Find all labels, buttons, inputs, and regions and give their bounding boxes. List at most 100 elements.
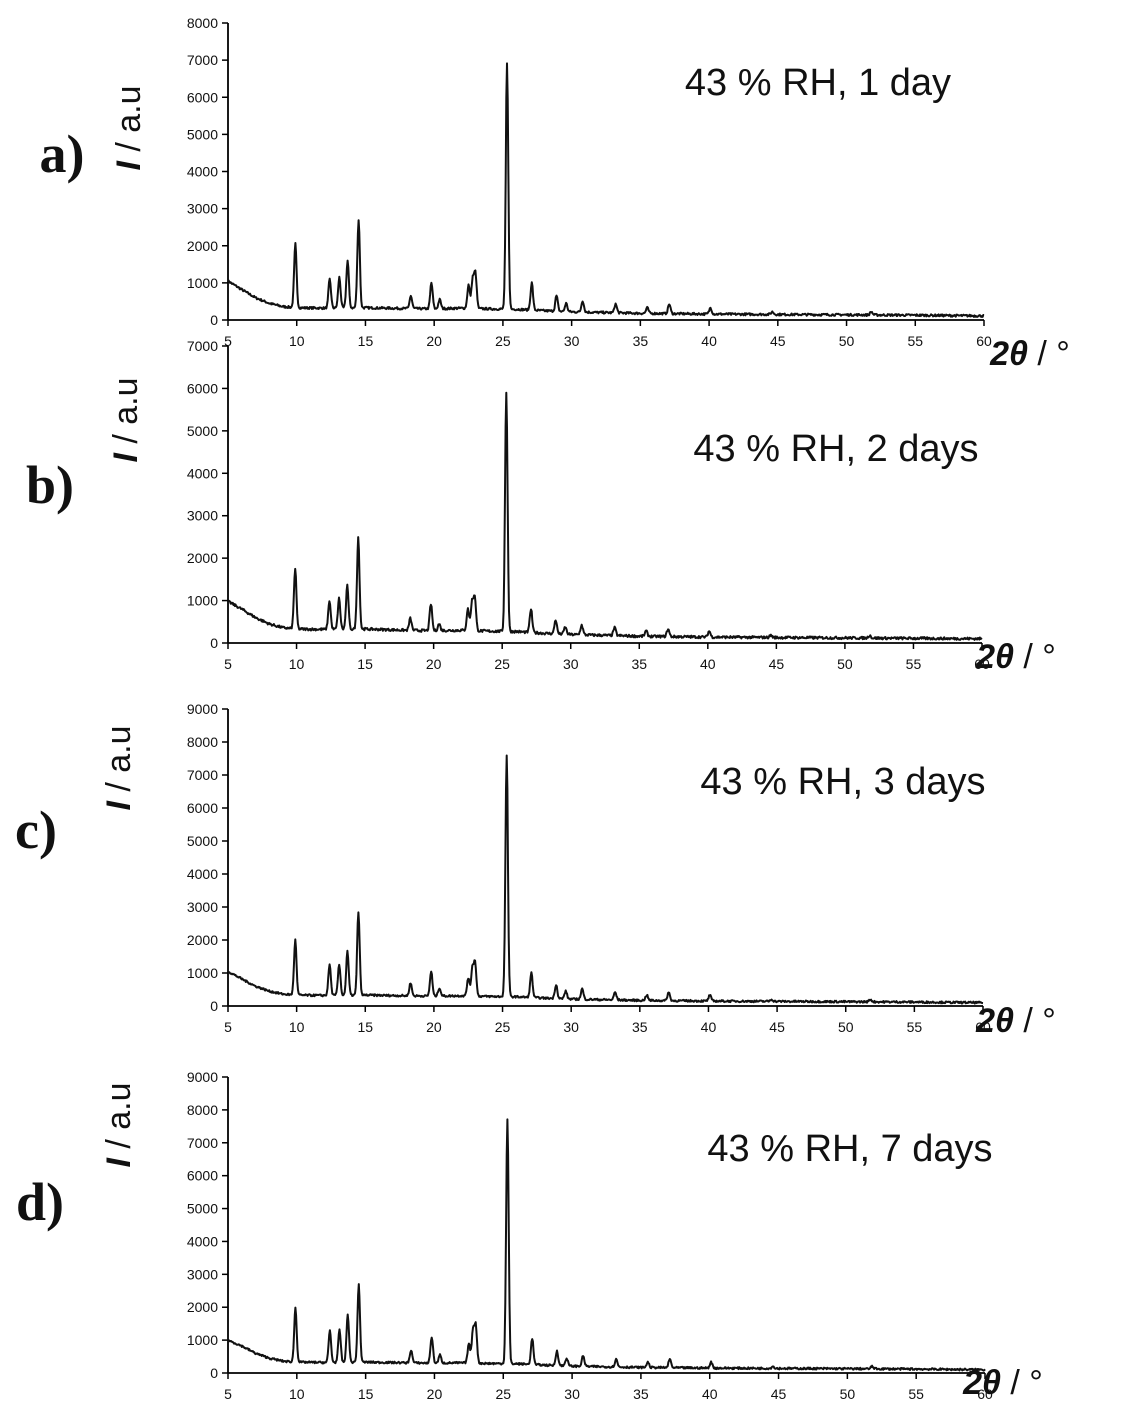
sample-annotation: 43 % RH, 7 days: [707, 1128, 992, 1170]
y-tick-label: 4000: [187, 164, 218, 180]
x-tick-label: 40: [701, 333, 717, 349]
chart-panel-c: 0 1000 2000 3000 4000 5000 6000 7000 8000 9000 5 10…: [15, 701, 1056, 1040]
x-tick-label: 15: [358, 333, 374, 349]
x-axis-symbol: 2θ: [962, 1364, 1001, 1402]
x-tick-label: 45: [769, 656, 785, 672]
y-tick-label: 3000: [187, 899, 218, 915]
y-tick-label: 4000: [187, 866, 218, 882]
y-tick-label: 1000: [187, 275, 218, 291]
x-tick-label: 20: [426, 333, 442, 349]
y-tick-label: 1000: [187, 1332, 218, 1348]
y-axis-unit: / a.u: [100, 725, 138, 801]
y-tick-label: 0: [210, 312, 218, 328]
y-tick-label: 5000: [187, 833, 218, 849]
x-tick-label: 40: [700, 656, 716, 672]
x-tick-label: 55: [908, 1386, 924, 1402]
panel-label: c): [15, 800, 57, 860]
sample-annotation: 43 % RH, 3 days: [700, 761, 985, 803]
x-axis-unit: / °: [1001, 1364, 1043, 1402]
chart-panel-d: 0 1000 2000 3000 4000 5000 6000 7000 8000 9000 5 10…: [16, 1069, 1043, 1402]
panel-label: b): [26, 455, 74, 515]
x-axis-unit: / °: [1028, 335, 1070, 373]
y-tick-label: 7000: [187, 767, 218, 783]
y-tick-label: 3000: [187, 201, 218, 217]
y-tick-label: 8000: [187, 734, 218, 750]
x-axis-label: 2θ / °: [975, 638, 1056, 676]
panel-label: a): [40, 124, 85, 184]
x-axis-label: 2θ / °: [989, 335, 1070, 373]
diffraction-trace: [227, 62, 985, 318]
x-tick-label: 30: [564, 333, 580, 349]
x-axis-unit: / °: [1014, 1002, 1056, 1040]
y-tick-label: 6000: [187, 380, 218, 396]
y-tick-label: 6000: [187, 800, 218, 816]
x-tick-label: 20: [426, 656, 442, 672]
y-tick-label: 2000: [187, 238, 218, 254]
x-tick-label: 40: [702, 1386, 718, 1402]
y-tick-label: 3000: [187, 1266, 218, 1282]
y-tick-label: 0: [210, 635, 218, 651]
x-tick-label: 10: [289, 333, 305, 349]
x-tick-label: 50: [837, 656, 853, 672]
y-tick-label: 8000: [187, 15, 218, 31]
x-tick-label: 20: [426, 1019, 442, 1035]
x-tick-label: 20: [427, 1386, 443, 1402]
y-tick-label: 8000: [187, 1102, 218, 1118]
y-tick-label: 1000: [187, 965, 218, 981]
x-tick-label: 35: [633, 1386, 649, 1402]
y-tick-label: 5000: [187, 1201, 218, 1217]
x-tick-label: 30: [564, 1386, 580, 1402]
x-tick-label: 30: [563, 1019, 579, 1035]
x-tick-label: 10: [289, 656, 305, 672]
x-tick-label: 45: [771, 1386, 787, 1402]
y-tick-label: 2000: [187, 1299, 218, 1315]
y-tick-label: 0: [210, 998, 218, 1014]
x-tick-label: 45: [770, 333, 786, 349]
y-axis-label: I / a.u: [110, 85, 148, 170]
x-tick-label: 55: [907, 1019, 923, 1035]
sample-annotation: 43 % RH, 1 day: [685, 62, 951, 104]
x-axis-label: 2θ / °: [975, 1002, 1056, 1040]
x-tick-label: 45: [769, 1019, 785, 1035]
x-tick-label: 60: [974, 656, 990, 672]
y-tick-label: 0: [210, 1365, 218, 1381]
x-tick-label: 35: [633, 333, 649, 349]
y-axis-symbol: I: [100, 1157, 138, 1168]
x-tick-label: 25: [495, 1386, 511, 1402]
x-tick-label: 25: [495, 333, 511, 349]
x-tick-label: 5: [224, 656, 232, 672]
y-tick-label: 5000: [187, 423, 218, 439]
x-tick-label: 5: [224, 333, 232, 349]
y-tick-label: 5000: [187, 126, 218, 142]
chart-panel-a: 0 1000 2000 3000 4000 5000 6000 7000 8000 5 10 15 20…: [40, 15, 1070, 373]
diffraction-trace: [227, 391, 983, 641]
x-tick-label: 60: [977, 1386, 993, 1402]
y-axis-unit: / a.u: [110, 85, 148, 161]
x-tick-label: 40: [701, 1019, 717, 1035]
y-tick-label: 3000: [187, 508, 218, 524]
y-axis-unit: / a.u: [100, 1082, 138, 1158]
x-axis-symbol: 2θ: [989, 335, 1028, 373]
x-tick-label: 55: [907, 333, 923, 349]
x-tick-label: 35: [631, 656, 647, 672]
x-tick-label: 10: [289, 1386, 305, 1402]
x-tick-label: 25: [495, 1019, 511, 1035]
panel-label: d): [16, 1172, 64, 1232]
x-tick-label: 50: [839, 333, 855, 349]
x-tick-label: 35: [632, 1019, 648, 1035]
y-tick-label: 9000: [187, 1069, 218, 1085]
x-tick-label: 50: [838, 1019, 854, 1035]
x-tick-label: 55: [906, 656, 922, 672]
x-tick-label: 25: [494, 656, 510, 672]
y-tick-label: 2000: [187, 550, 218, 566]
x-axis-label: 2θ / °: [962, 1364, 1043, 1402]
chart-panel-b: 0 1000 2000 3000 4000 5000 6000 7000 5 10 15 20 25 30…: [26, 338, 1056, 676]
y-tick-label: 6000: [187, 89, 218, 105]
y-tick-label: 7000: [187, 1135, 218, 1151]
x-tick-label: 5: [224, 1019, 232, 1035]
y-axis-symbol: I: [107, 452, 145, 463]
x-tick-label: 60: [976, 333, 992, 349]
diffraction-trace: [227, 1118, 986, 1372]
y-tick-label: 2000: [187, 932, 218, 948]
